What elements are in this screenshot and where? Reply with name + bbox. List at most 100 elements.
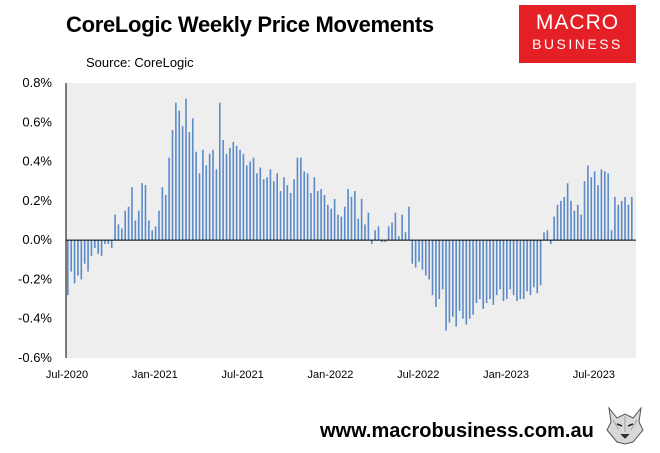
bar [235, 145, 238, 241]
bar [195, 151, 197, 241]
bar [357, 218, 360, 241]
x-tick-label: Jan-2022 [307, 369, 353, 381]
bar [134, 220, 137, 241]
bar [296, 157, 299, 241]
bar [435, 240, 437, 307]
bar [364, 224, 366, 241]
bar [455, 240, 457, 327]
bar [367, 212, 370, 241]
bar [151, 230, 154, 241]
bar [381, 240, 383, 243]
bar [475, 240, 478, 303]
bar [492, 240, 495, 305]
bar [300, 157, 302, 241]
bar [394, 212, 397, 241]
bar [245, 165, 248, 241]
bar [208, 153, 211, 241]
bar [252, 157, 255, 241]
bar [350, 196, 353, 241]
bar [549, 240, 552, 245]
bar [225, 153, 228, 241]
bar [539, 240, 542, 286]
logo-line-2: BUSINESS [532, 36, 623, 52]
bar [306, 173, 309, 241]
bar [347, 189, 349, 241]
bar [340, 216, 343, 241]
bar [259, 167, 262, 241]
y-tick-label: 0.6% [22, 114, 52, 129]
bar [232, 141, 235, 241]
bar [485, 240, 488, 303]
bar [438, 240, 441, 300]
x-tick-label: Jul-2022 [397, 369, 439, 381]
bar [289, 193, 292, 241]
bar [249, 161, 251, 241]
bar [83, 240, 86, 264]
bar [610, 230, 613, 241]
bar [161, 187, 164, 241]
bar [266, 177, 268, 241]
bar [482, 240, 485, 309]
bar [212, 149, 214, 241]
bar [185, 98, 187, 241]
bar [80, 240, 83, 280]
bar [100, 240, 103, 256]
bar [121, 228, 123, 241]
bar [411, 240, 414, 264]
bar [462, 240, 464, 319]
bar [269, 169, 272, 241]
bar [320, 189, 322, 241]
bar [536, 240, 539, 294]
bar [546, 230, 549, 241]
bar [526, 240, 528, 292]
bar [607, 173, 609, 241]
bar [90, 240, 93, 256]
bar [117, 224, 120, 241]
bar [343, 206, 346, 241]
bar [191, 118, 194, 241]
bar [543, 232, 545, 241]
bar [431, 240, 434, 296]
bar [620, 200, 623, 241]
bar [70, 240, 72, 272]
x-tick-label: Jul-2021 [222, 369, 264, 381]
bar [171, 130, 174, 241]
bar [154, 226, 157, 241]
bar [516, 240, 518, 302]
bar [603, 171, 606, 241]
bar [509, 240, 512, 290]
bar [168, 157, 170, 241]
bar [627, 204, 630, 241]
bar [110, 240, 113, 248]
bar [330, 208, 333, 241]
bar [593, 171, 596, 241]
bar [313, 177, 316, 241]
bar [384, 240, 387, 243]
bar [164, 194, 167, 241]
bar [404, 232, 407, 241]
bar [124, 210, 127, 241]
bar [566, 183, 569, 241]
bar [428, 240, 430, 280]
x-tick-label: Jan-2021 [132, 369, 178, 381]
bar [377, 226, 380, 241]
bar [273, 181, 275, 241]
bar [617, 204, 620, 241]
bar [218, 102, 221, 241]
bar [580, 214, 582, 241]
bar [73, 240, 76, 284]
x-tick-label: Jan-2023 [483, 369, 529, 381]
bar [458, 240, 461, 311]
x-tick-label: Jul-2023 [573, 369, 615, 381]
bar [337, 214, 339, 241]
bar [573, 210, 576, 241]
logo-line-1: MACRO [535, 11, 620, 34]
bar [131, 187, 133, 241]
macrobusiness-logo: MACRO BUSINESS [519, 5, 636, 63]
source-label: Source: CoreLogic [86, 55, 194, 70]
bar [570, 200, 572, 241]
y-tick-label: -0.4% [18, 311, 52, 326]
y-tick-label: 0.8% [22, 75, 52, 90]
bar [401, 214, 403, 241]
